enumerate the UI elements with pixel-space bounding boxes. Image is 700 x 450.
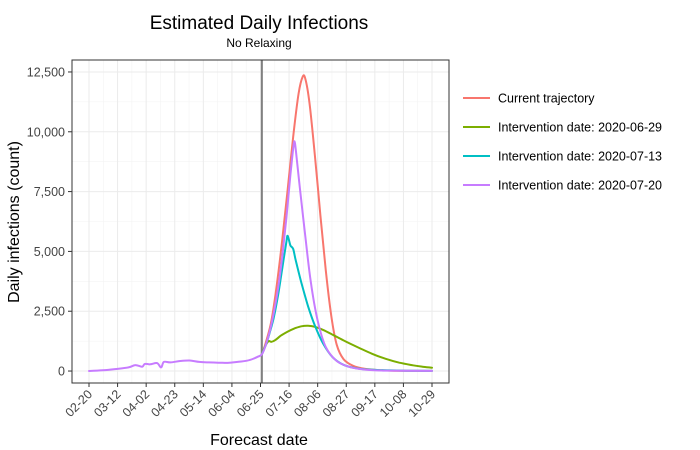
chart-title: Estimated Daily Infections xyxy=(150,13,369,34)
x-axis: 02-2003-1204-0204-2305-1406-0406-2507-16… xyxy=(63,383,439,420)
y-axis-title: Daily infections (count) xyxy=(6,141,23,303)
series-lines xyxy=(88,74,433,372)
legend-item-4: Intervention date: 2020-07-20 xyxy=(463,179,662,193)
chart-subtitle: No Relaxing xyxy=(226,36,291,50)
x-tick-label: 05-14 xyxy=(177,387,210,420)
x-tick-label: 07-16 xyxy=(263,387,296,420)
y-axis: 0 2,500 5,000 7,500 10,000 12,500 xyxy=(27,65,72,379)
x-tick-label: 06-25 xyxy=(234,387,267,420)
legend-item-1: Current trajectory xyxy=(463,92,595,106)
legend-item-2: Intervention date: 2020-06-29 xyxy=(463,121,662,135)
x-tick-label: 04-02 xyxy=(120,387,153,420)
plot-panel xyxy=(71,59,450,384)
series-line-4 xyxy=(88,140,433,372)
x-tick-label: 10-08 xyxy=(377,387,410,420)
x-axis-title: Forecast date xyxy=(210,432,308,449)
legend-label: Current trajectory xyxy=(498,92,595,106)
x-tick-label: 06-04 xyxy=(206,387,239,420)
y-tick-label: 2,500 xyxy=(34,305,65,319)
x-tick-label: 08-27 xyxy=(320,387,353,420)
x-tick-label: 03-12 xyxy=(91,387,124,420)
legend-label: Intervention date: 2020-07-13 xyxy=(498,150,662,164)
y-tick-label: 12,500 xyxy=(27,65,65,79)
y-tick-label: 5,000 xyxy=(34,245,65,259)
legend-item-3: Intervention date: 2020-07-13 xyxy=(463,150,662,164)
legend: Current trajectory Intervention date: 202… xyxy=(463,92,662,193)
major-gridlines xyxy=(72,60,449,383)
x-tick-label: 08-06 xyxy=(291,387,324,420)
legend-label: Intervention date: 2020-07-20 xyxy=(498,179,662,193)
x-tick-label: 04-23 xyxy=(148,387,181,420)
x-tick-label: 10-29 xyxy=(406,387,439,420)
y-tick-label: 0 xyxy=(58,365,65,379)
x-tick-label: 02-20 xyxy=(63,387,96,420)
legend-label: Intervention date: 2020-06-29 xyxy=(498,121,662,135)
y-tick-label: 7,500 xyxy=(34,185,65,199)
x-tick-label: 09-17 xyxy=(348,387,381,420)
y-tick-label: 10,000 xyxy=(27,125,65,139)
